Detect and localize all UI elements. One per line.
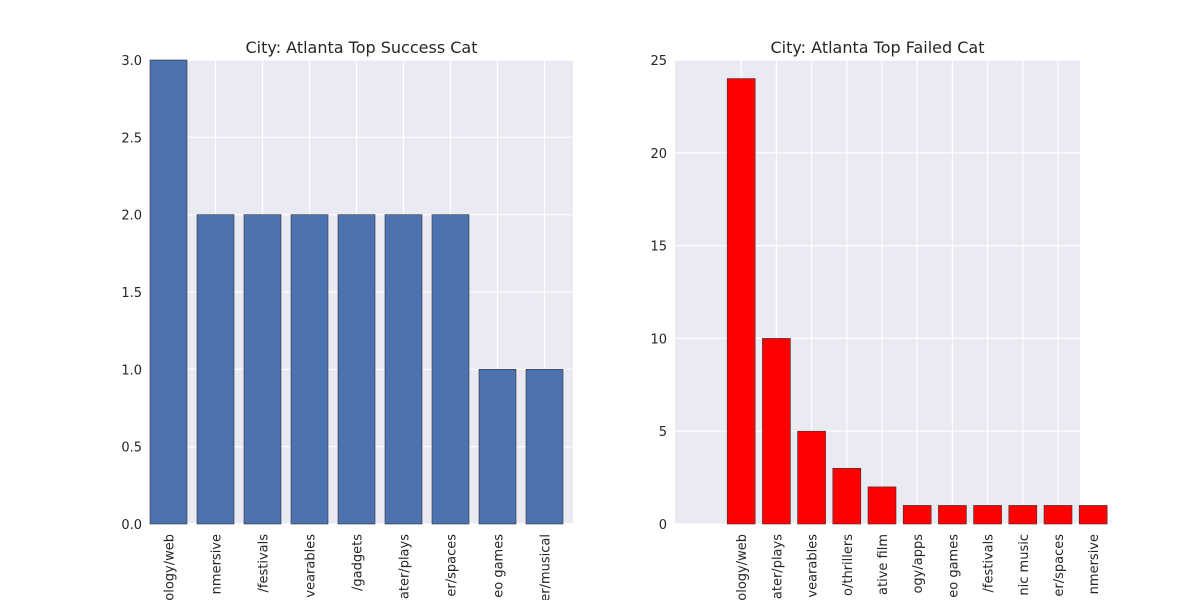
success-bars — [149, 59, 564, 525]
failed-bar-1 — [762, 338, 791, 525]
failed-bar-9 — [1043, 505, 1073, 525]
success-chart: 0.0 0.5 1.0 1.5 2.0 2.5 3.0 ology/web nmersive /… — [121, 38, 573, 600]
y-tick-label: 1.5 — [121, 286, 142, 301]
x-tick-label: ogy/apps — [911, 534, 926, 594]
x-tick-label: o/thrillers — [841, 534, 856, 596]
failed-bar-8 — [1008, 505, 1038, 525]
y-tick-label: 0.0 — [121, 518, 142, 533]
x-tick-label: nic music — [1017, 534, 1032, 596]
y-tick-label: 10 — [650, 332, 667, 347]
success-x-axis: ology/web nmersive/festivals vearables/gad… — [163, 534, 554, 600]
success-bar-7 — [478, 369, 517, 525]
failed-bars — [726, 78, 1108, 525]
success-bar-2 — [243, 214, 282, 525]
x-tick-label: /festivals — [257, 534, 272, 593]
success-bar-8 — [525, 369, 564, 525]
y-tick-label: 2.0 — [121, 209, 142, 224]
y-tick-label: 15 — [650, 240, 667, 255]
x-tick-label: ater/plays — [398, 534, 413, 599]
failed-bar-4 — [867, 486, 897, 525]
failed-bar-6 — [938, 505, 967, 525]
x-tick-label: er/spaces — [445, 534, 460, 597]
failed-x-axis: ology/web ater/plays vearables o/thrillers a… — [735, 534, 1102, 600]
x-tick-label: eo games — [492, 534, 507, 598]
failed-chart-title: City: Atlanta Top Failed Cat — [770, 38, 984, 57]
failed-y-axis: 0 5 10 15 20 25 — [650, 54, 667, 533]
y-tick-label: 25 — [650, 54, 667, 69]
x-tick-label: /gadgets — [351, 534, 366, 591]
x-tick-label: nmersive — [210, 534, 225, 594]
x-tick-label: ology/web — [735, 534, 750, 600]
x-tick-label: er/musical — [539, 534, 554, 600]
x-tick-label: vearables — [806, 534, 821, 598]
success-bar-4 — [337, 214, 376, 525]
failed-bar-0 — [726, 78, 756, 525]
failed-bar-3 — [832, 468, 862, 525]
y-tick-label: 0 — [659, 518, 667, 533]
failed-bar-7 — [973, 505, 1002, 525]
success-bar-5 — [384, 214, 423, 525]
x-tick-label: /festivals — [982, 534, 997, 593]
y-tick-label: 0.5 — [121, 441, 142, 456]
x-tick-label: ology/web — [163, 534, 178, 600]
x-tick-label: ater/plays — [770, 534, 785, 599]
x-tick-label: vearables — [304, 534, 319, 598]
success-bar-6 — [431, 214, 470, 525]
failed-bar-10 — [1078, 505, 1108, 525]
x-tick-label: nmersive — [1087, 534, 1102, 594]
failed-bar-5 — [902, 505, 932, 525]
y-tick-label: 20 — [650, 147, 667, 162]
x-tick-label: ative film — [876, 534, 891, 595]
failed-bar-2 — [797, 430, 826, 525]
x-tick-label: eo games — [946, 534, 961, 598]
x-tick-label: er/spaces — [1052, 534, 1067, 597]
y-tick-label: 1.0 — [121, 363, 142, 378]
y-tick-label: 5 — [659, 425, 667, 440]
y-tick-label: 3.0 — [121, 54, 142, 69]
success-chart-title: City: Atlanta Top Success Cat — [246, 38, 478, 57]
success-y-axis: 0.0 0.5 1.0 1.5 2.0 2.5 3.0 — [121, 54, 142, 533]
success-bar-3 — [290, 214, 329, 525]
success-bar-0 — [149, 59, 188, 525]
success-bar-1 — [196, 214, 235, 525]
y-tick-label: 2.5 — [121, 131, 142, 146]
